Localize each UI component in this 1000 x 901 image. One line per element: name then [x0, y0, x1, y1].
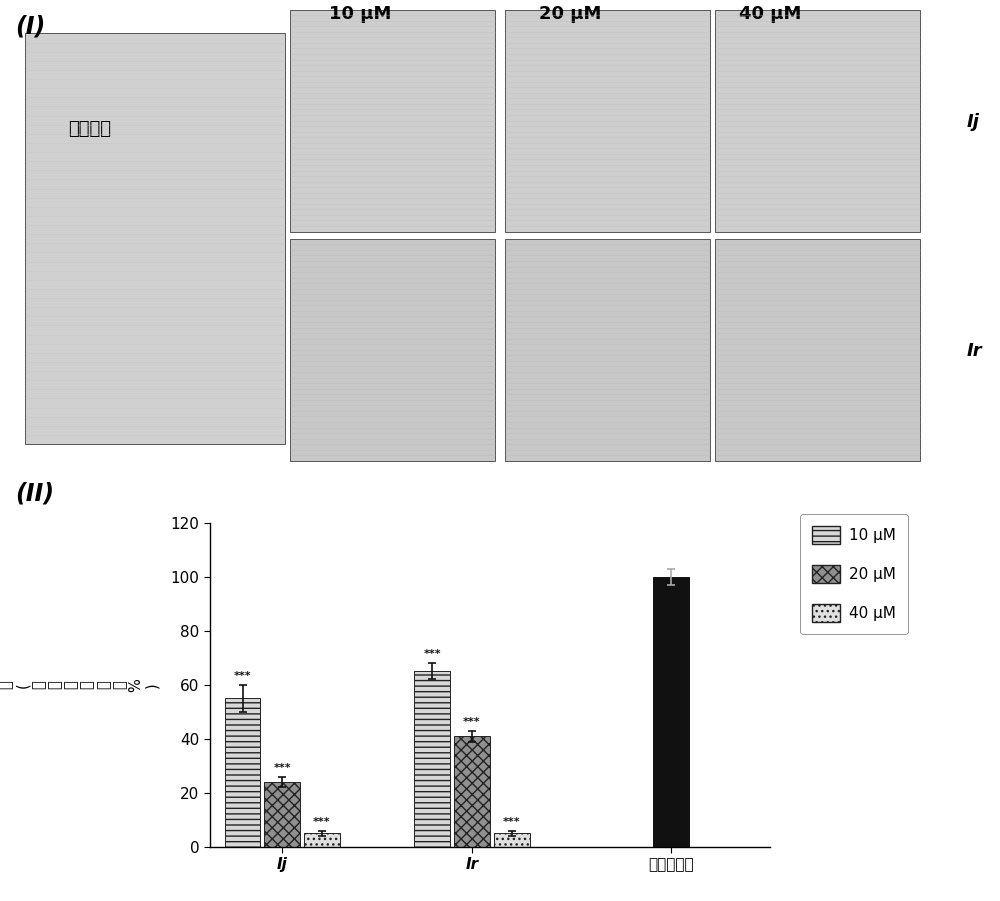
FancyBboxPatch shape: [290, 239, 495, 460]
FancyBboxPatch shape: [505, 10, 710, 232]
Bar: [304, 833, 340, 847]
Text: ***: ***: [503, 816, 520, 827]
Text: ***: ***: [463, 716, 481, 726]
Bar: [454, 736, 490, 847]
Text: Ir: Ir: [967, 342, 983, 360]
Text: ***: ***: [234, 670, 251, 681]
Text: 40 μM: 40 μM: [739, 5, 801, 23]
Bar: [653, 577, 689, 847]
Text: (I): (I): [15, 14, 45, 39]
FancyBboxPatch shape: [715, 10, 920, 232]
Text: 空白对照: 空白对照: [68, 120, 112, 138]
Text: ***: ***: [313, 816, 331, 827]
Text: 20 μM: 20 μM: [539, 5, 601, 23]
FancyBboxPatch shape: [505, 239, 710, 460]
FancyBboxPatch shape: [25, 33, 285, 444]
FancyBboxPatch shape: [715, 239, 920, 460]
Bar: [225, 698, 260, 847]
Text: 10 μM: 10 μM: [329, 5, 391, 23]
Text: ***: ***: [423, 649, 441, 660]
Legend: 10 μM, 20 μM, 40 μM: 10 μM, 20 μM, 40 μM: [800, 514, 908, 634]
Text: ***: ***: [273, 762, 291, 773]
Text: (II): (II): [15, 482, 54, 505]
Text: Ij: Ij: [967, 113, 980, 131]
Bar: [414, 671, 450, 847]
Bar: [494, 833, 530, 847]
Y-axis label: 平
均
成
管
百
分
比
(
空
白
对
照
样
的
%
): 平 均 成 管 百 分 比 ( 空 白 对 照 样 的 % ): [0, 678, 160, 692]
FancyBboxPatch shape: [290, 10, 495, 232]
Bar: [264, 782, 300, 847]
